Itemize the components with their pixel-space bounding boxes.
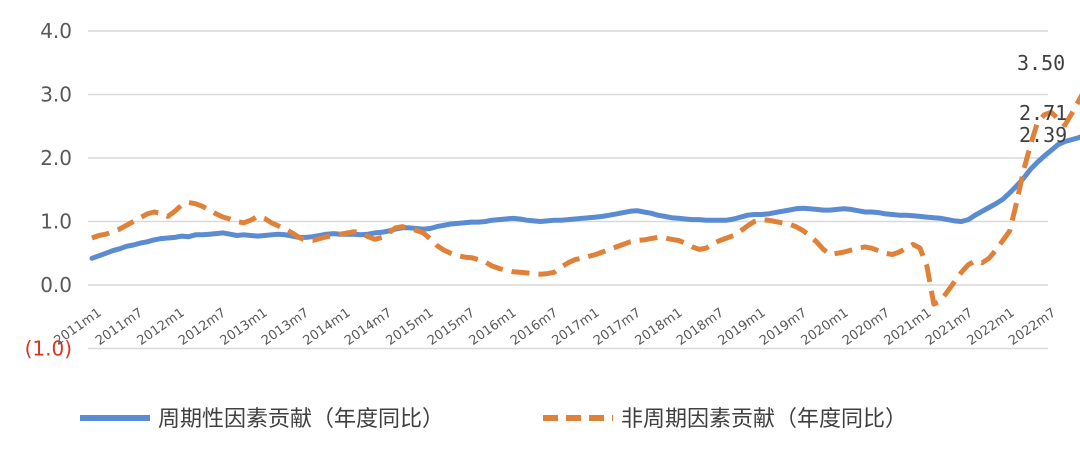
legend: 周期性因素贡献（年度同比） 非周期因素贡献（年度同比） — [80, 407, 907, 432]
y-tick-label: 4.0 — [40, 19, 72, 43]
y-tick-label: 0.0 — [40, 273, 72, 297]
y-tick-label: (1.0) — [25, 337, 72, 361]
gridlines — [88, 30, 1048, 350]
y-tick-label: 3.0 — [40, 83, 72, 107]
y-tick-label: 1.0 — [40, 210, 72, 234]
legend-label-cyclical: 周期性因素贡献（年度同比） — [158, 407, 444, 432]
x-axis: 2011m12011m72012m12012m72013m12013m72014… — [52, 305, 1059, 348]
data-label: 3.50 — [1017, 51, 1065, 75]
y-axis: 4.0 3.0 2.0 1.0 0.0 (1.0) — [25, 19, 72, 361]
data-label: 2.71 — [1019, 101, 1067, 125]
y-tick-label: 2.0 — [40, 146, 72, 170]
series-line-noncyclical — [91, 93, 1080, 307]
legend-label-noncyclical: 非周期因素贡献（年度同比） — [621, 407, 907, 432]
series-lines — [89, 93, 1080, 307]
data-label: 2.39 — [1019, 123, 1067, 147]
x-tick-label: 2022m7 — [1006, 305, 1059, 348]
data-labels: 3.50 2.712.39 — [1017, 51, 1067, 147]
series-line-cyclical — [89, 134, 1080, 261]
